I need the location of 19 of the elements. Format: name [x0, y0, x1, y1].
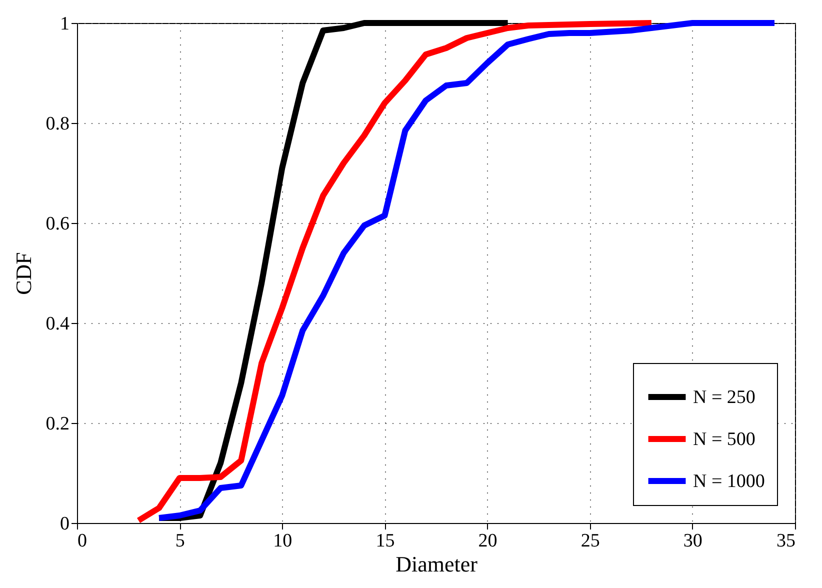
x-axis-title: Diameter [396, 552, 478, 576]
y-tick-label: 0.4 [46, 314, 70, 334]
legend-label: N = 250 [693, 387, 756, 408]
x-tick-label: 25 [580, 530, 600, 552]
x-tick-label: 0 [78, 530, 87, 552]
x-tick-label: 5 [175, 530, 185, 552]
x-tick-label: 35 [776, 530, 796, 552]
x-tick-label: 15 [376, 530, 395, 552]
y-tick-label: 0.2 [46, 414, 70, 434]
y-axis-title: CDF [10, 252, 36, 295]
y-tick-label: 1 [60, 14, 70, 34]
x-tick-label: 10 [273, 530, 292, 552]
legend-label: N = 500 [693, 429, 756, 450]
y-tick-label: 0 [60, 514, 70, 534]
y-tick-label: 0.8 [46, 114, 70, 134]
x-tick-label: 30 [683, 530, 702, 552]
legend-label: N = 1000 [693, 471, 765, 492]
y-tick-label: 0.6 [46, 214, 70, 234]
x-tick-label: 20 [478, 530, 498, 552]
